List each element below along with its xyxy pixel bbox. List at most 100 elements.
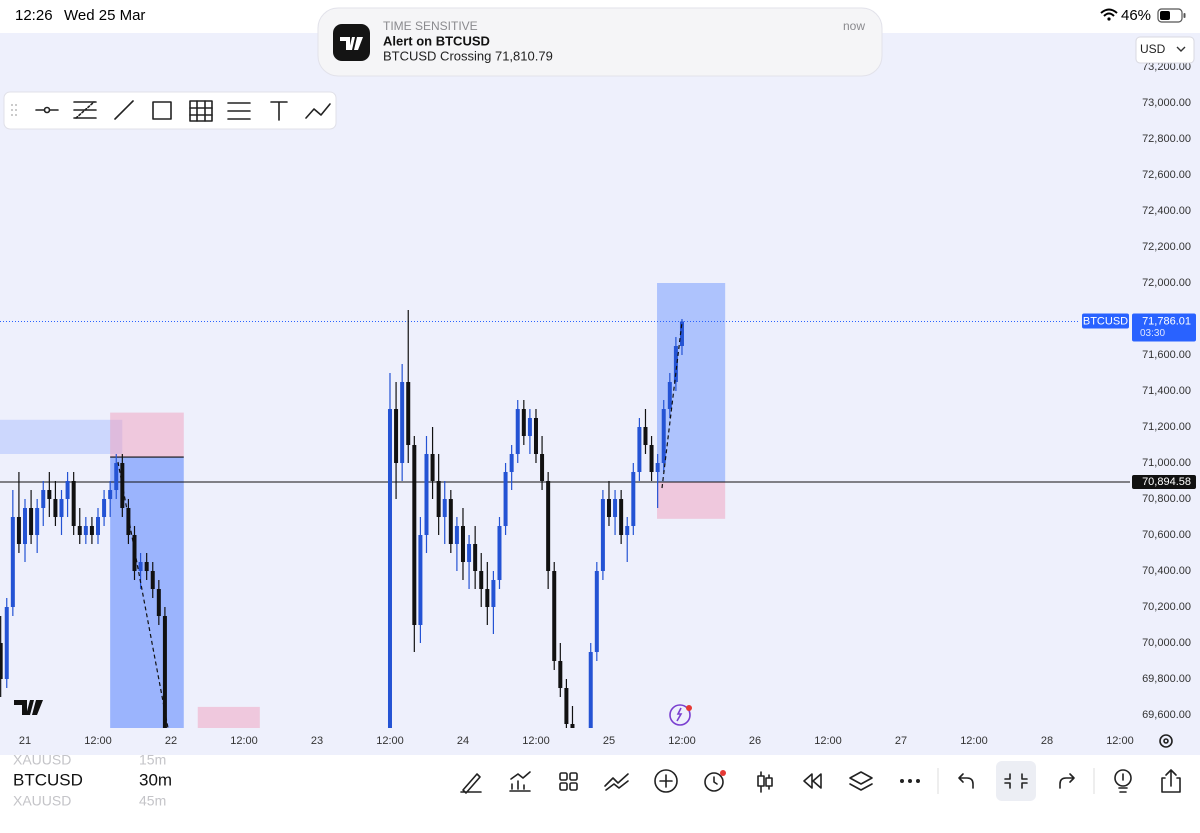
symbol-name: XAUUSD — [13, 793, 71, 809]
x-tick-label: 25 — [603, 735, 615, 747]
interval: 15m — [139, 752, 166, 768]
undo-icon[interactable] — [958, 773, 974, 789]
x-tick-label: 12:00 — [668, 735, 696, 747]
ideas-icon[interactable] — [1114, 769, 1132, 793]
x-tick-label: 27 — [895, 735, 907, 747]
position-zone — [657, 283, 726, 482]
candle-body — [4, 607, 9, 680]
chevron — [1176, 46, 1186, 52]
rectangle-tool[interactable] — [152, 101, 172, 120]
exit-fullscreen-icon[interactable] — [1004, 773, 1028, 789]
candle-body — [467, 544, 472, 563]
position-tool[interactable] — [227, 102, 251, 120]
x-tick-label: 12:00 — [522, 735, 550, 747]
replay-icon[interactable] — [803, 773, 822, 789]
candle-body — [515, 409, 520, 455]
grid-tool[interactable] — [189, 100, 213, 122]
assistant-icon[interactable] — [669, 704, 692, 726]
position-zone — [110, 412, 184, 458]
wifi-icon — [1100, 8, 1118, 21]
candle-body — [588, 652, 593, 728]
fullscreen-button[interactable] — [996, 761, 1036, 801]
y-tick-label: 72,800.00 — [1142, 133, 1191, 145]
path-tool[interactable] — [305, 103, 331, 119]
x-tick-label: 24 — [457, 735, 469, 747]
position-zone — [0, 419, 123, 455]
status-time: 12:26 — [15, 7, 53, 24]
candle-body — [606, 499, 611, 518]
candle-body — [667, 382, 672, 410]
candle-body — [491, 580, 496, 608]
candle-body — [71, 481, 76, 527]
y-tick-label: 72,200.00 — [1142, 241, 1191, 253]
drag-handle[interactable] — [11, 104, 17, 116]
templates-icon[interactable] — [559, 772, 578, 791]
candle-body — [35, 508, 40, 536]
trend-line-tool[interactable] — [114, 100, 134, 120]
notification[interactable]: TIME SENSITIVE now Alert on BTCUSD BTCUS… — [317, 7, 883, 77]
price-line-tag — [1132, 474, 1196, 489]
candle-body — [59, 499, 64, 518]
candle-body — [406, 382, 411, 446]
candle-body — [400, 382, 405, 464]
horizontal-line-tool[interactable] — [35, 106, 59, 114]
battery-icon — [1157, 8, 1186, 23]
add-icon[interactable] — [654, 769, 678, 793]
candle-body — [521, 409, 526, 437]
interval: 45m — [139, 793, 166, 809]
x-tick-label: 12:00 — [1106, 735, 1134, 747]
candle-body — [503, 472, 508, 527]
symbol-name: XAUUSD — [13, 752, 71, 768]
candle-body — [108, 490, 113, 500]
symbol-tag — [1082, 313, 1129, 329]
candle-body — [126, 508, 131, 536]
brush-icon[interactable] — [460, 773, 482, 794]
text-tool[interactable] — [270, 101, 288, 121]
tradingview-logo — [14, 700, 43, 715]
countdown-label: 03:30 — [1140, 328, 1165, 339]
candle-body — [679, 321, 684, 347]
y-tick-label: 69,800.00 — [1142, 673, 1191, 685]
notification-label: TIME SENSITIVE — [383, 19, 478, 33]
candle-body — [10, 517, 15, 608]
x-tick-label: 26 — [749, 735, 761, 747]
symbol-picker[interactable]: XAUUSD 15m BTCUSD 30m XAUUSD 45m — [13, 752, 172, 809]
candle-body — [418, 535, 423, 626]
candle-body — [509, 454, 514, 473]
axes: 73,200.00 73,000.00 72,800.00 72,600.00 72,4… — [19, 61, 1196, 747]
candle-body — [649, 445, 654, 473]
bar-style-icon[interactable] — [757, 771, 773, 793]
candle-body — [625, 526, 630, 536]
settings-icon[interactable] — [1159, 734, 1173, 748]
candle-body — [558, 661, 563, 689]
status-date: Wed 25 Mar — [64, 7, 145, 24]
fib-tool[interactable] — [73, 101, 97, 119]
x-tick-label: 12:00 — [814, 735, 842, 747]
candle-body — [412, 445, 417, 626]
layers-icon[interactable] — [849, 771, 873, 791]
currency-button[interactable]: USD — [1135, 36, 1195, 64]
candle-body — [150, 571, 155, 590]
y-tick-label: 70,800.00 — [1142, 493, 1191, 505]
candle-body — [156, 589, 161, 617]
x-tick-label: 21 — [19, 735, 31, 747]
candle-body — [41, 490, 46, 509]
share-icon[interactable] — [1161, 769, 1181, 793]
candle-body — [16, 517, 21, 545]
redo-icon[interactable] — [1059, 773, 1075, 789]
candle-body — [442, 499, 447, 518]
alert-icon[interactable] — [704, 770, 726, 792]
candle-body — [454, 526, 459, 545]
drawing-toolbar — [3, 91, 337, 130]
compare-icon[interactable] — [604, 773, 629, 791]
x-tick-label: 12:00 — [960, 735, 988, 747]
y-tick-label: 71,200.00 — [1142, 421, 1191, 433]
candle-body — [89, 526, 94, 536]
candle-body — [485, 589, 490, 608]
y-tick-label: 72,000.00 — [1142, 277, 1191, 289]
indicators-icon[interactable] — [509, 771, 531, 792]
x-tick-label: 12:00 — [84, 735, 112, 747]
more-icon[interactable] — [900, 779, 920, 783]
